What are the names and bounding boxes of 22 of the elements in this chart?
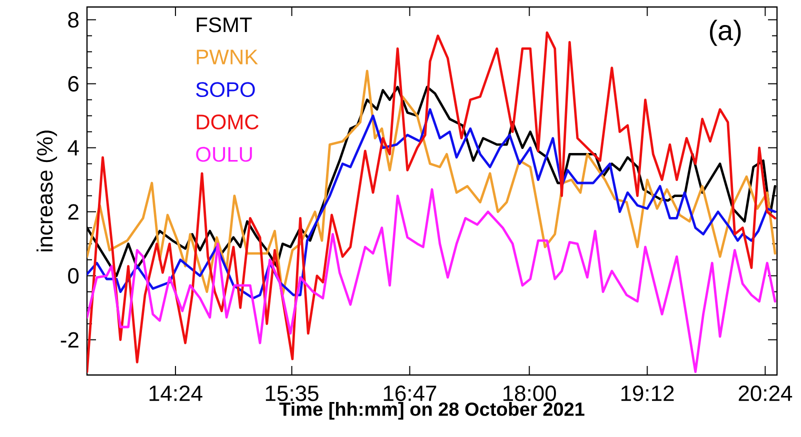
x-tick-label: 18:00 xyxy=(503,386,556,402)
text: DOMC xyxy=(196,114,259,130)
y-tick-label: 4 xyxy=(68,140,79,156)
x-tick-label: 19:12 xyxy=(621,386,674,402)
y-tick-label: -2 xyxy=(60,332,78,348)
y-tick-label: 6 xyxy=(68,76,79,92)
x-tick-label: 15:35 xyxy=(266,386,318,402)
x-tick-label: 14:24 xyxy=(150,386,202,401)
text: PWNK xyxy=(196,50,258,64)
line-series xyxy=(87,188,776,373)
line-series xyxy=(87,108,776,300)
x-tick-label: 16:47 xyxy=(384,386,436,402)
x-axis-title: Time [hh:mm] on 28 October 2021 xyxy=(279,402,584,420)
annotation: (a) xyxy=(710,20,741,46)
y-tick-label: 0 xyxy=(68,268,79,284)
text: SOPO xyxy=(196,82,255,98)
y-tick-label: 2 xyxy=(68,204,78,220)
legend-label: FSMT xyxy=(196,17,252,32)
x-tick-label: 20:24 xyxy=(738,386,792,402)
y-axis-title: increase (%) xyxy=(36,130,58,252)
y-tick-label: 8 xyxy=(68,12,79,28)
text: OULU xyxy=(196,146,252,162)
